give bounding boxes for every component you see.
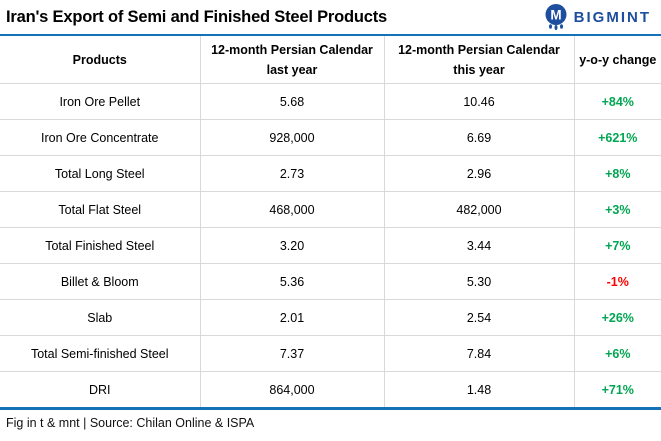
yoy-change-cell: +6% xyxy=(573,335,661,372)
product-cell: Slab xyxy=(0,299,201,336)
yoy-change-cell: +71% xyxy=(573,371,661,407)
bigmint-logo-icon: M xyxy=(543,3,569,31)
table-row: Total Flat Steel 468,000 482,000 +3% xyxy=(0,191,661,228)
last-year-cell: 2.73 xyxy=(199,155,385,192)
bottom-divider xyxy=(0,407,661,410)
this-year-cell: 6.69 xyxy=(383,119,575,156)
table-row: Total Finished Steel 3.20 3.44 +7% xyxy=(0,227,661,264)
product-cell: Billet & Bloom xyxy=(0,263,201,300)
product-cell: Total Long Steel xyxy=(0,155,201,192)
table-row: Billet & Bloom 5.36 5.30 -1% xyxy=(0,263,661,300)
brand-name: BIGMINT xyxy=(573,8,651,26)
this-year-cell: 1.48 xyxy=(383,371,575,407)
page-title: Iran's Export of Semi and Finished Steel… xyxy=(6,7,388,26)
last-year-cell: 5.36 xyxy=(199,263,385,300)
column-header-yoy-change: y-o-y change xyxy=(573,36,661,84)
yoy-change-cell: +3% xyxy=(573,191,661,228)
source-note: Fig in t & mnt | Source: Chilan Online &… xyxy=(6,416,255,430)
product-cell: Iron Ore Concentrate xyxy=(0,119,201,156)
product-cell: Iron Ore Pellet xyxy=(0,83,201,120)
table-row: Slab 2.01 2.54 +26% xyxy=(0,299,661,336)
table-row: Total Semi-finished Steel 7.37 7.84 +6% xyxy=(0,335,661,372)
this-year-cell: 2.96 xyxy=(383,155,575,192)
yoy-change-cell: +8% xyxy=(573,155,661,192)
table-header-row: Products 12-month Persian Calendar last … xyxy=(0,36,661,84)
this-year-cell: 10.46 xyxy=(383,83,575,120)
this-year-cell: 482,000 xyxy=(383,191,575,228)
product-cell: Total Flat Steel xyxy=(0,191,201,228)
product-cell: Total Semi-finished Steel xyxy=(0,335,201,372)
yoy-change-cell: +84% xyxy=(573,83,661,120)
last-year-cell: 7.37 xyxy=(199,335,385,372)
last-year-cell: 928,000 xyxy=(199,119,385,156)
last-year-cell: 864,000 xyxy=(199,371,385,407)
last-year-cell: 3.20 xyxy=(199,227,385,264)
yoy-change-cell: +621% xyxy=(573,119,661,156)
this-year-cell: 3.44 xyxy=(383,227,575,264)
last-year-cell: 2.01 xyxy=(199,299,385,336)
table-row: Total Long Steel 2.73 2.96 +8% xyxy=(0,155,661,192)
svg-text:M: M xyxy=(550,8,561,23)
column-header-products: Products xyxy=(0,36,201,84)
table-row: Iron Ore Pellet 5.68 10.46 +84% xyxy=(0,83,661,120)
column-header-this-year: 12-month Persian Calendar this year xyxy=(383,36,575,84)
this-year-cell: 5.30 xyxy=(383,263,575,300)
table-row: DRI 864,000 1.48 +71% xyxy=(0,371,661,407)
last-year-cell: 5.68 xyxy=(199,83,385,120)
table-row: Iron Ore Concentrate 928,000 6.69 +621% xyxy=(0,119,661,156)
this-year-cell: 7.84 xyxy=(383,335,575,372)
this-year-cell: 2.54 xyxy=(383,299,575,336)
yoy-change-cell: +7% xyxy=(573,227,661,264)
bigmint-logo: M BIGMINT xyxy=(543,3,651,31)
yoy-change-cell: +26% xyxy=(573,299,661,336)
top-divider xyxy=(0,34,661,36)
steel-export-table: Products 12-month Persian Calendar last … xyxy=(0,36,661,407)
last-year-cell: 468,000 xyxy=(199,191,385,228)
header-bar: Iran's Export of Semi and Finished Steel… xyxy=(0,0,661,34)
column-header-last-year: 12-month Persian Calendar last year xyxy=(199,36,385,84)
product-cell: Total Finished Steel xyxy=(0,227,201,264)
yoy-change-cell: -1% xyxy=(573,263,661,300)
product-cell: DRI xyxy=(0,371,201,407)
